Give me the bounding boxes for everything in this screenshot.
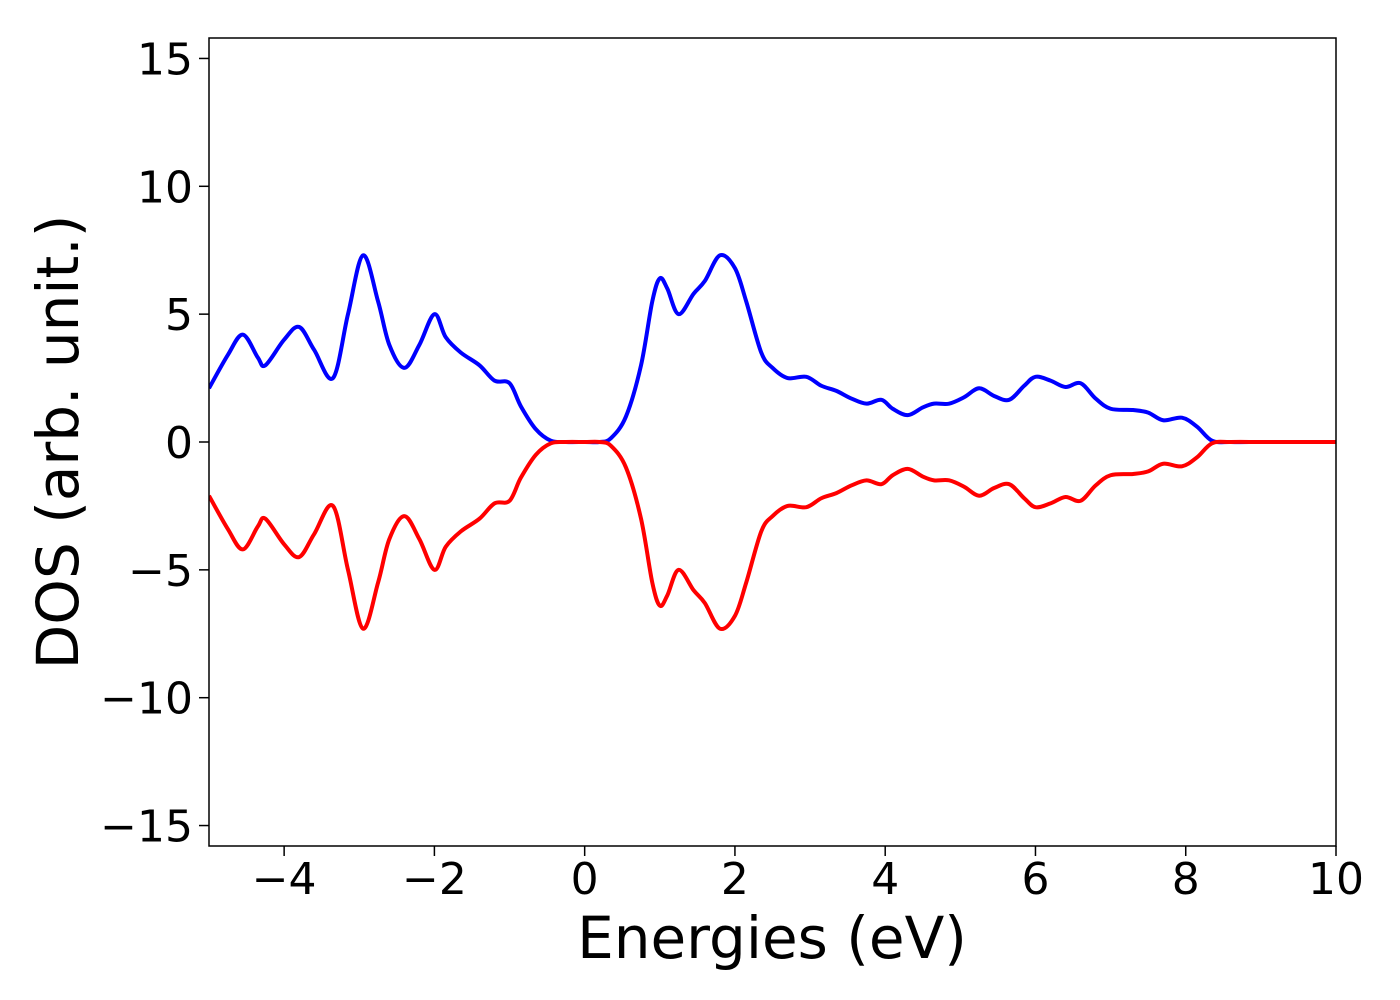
y-tick-label: −15	[100, 802, 193, 853]
y-axis-label: DOS (arb. unit.)	[24, 215, 92, 670]
x-tick-label: 6	[1021, 854, 1049, 905]
y-axis-ticks: −15 −10 −5 0 5 10 15	[100, 34, 209, 853]
x-tick-label: 4	[871, 854, 899, 905]
y-tick-label: −5	[128, 546, 193, 597]
plot-frame	[208, 37, 1337, 847]
x-tick-label: −4	[252, 854, 317, 905]
x-tick-label: 0	[571, 854, 599, 905]
y-tick-label: −10	[100, 674, 193, 725]
series-line-down	[209, 439, 1336, 631]
y-tick-label: 10	[137, 162, 193, 213]
x-axis-ticks: −4 −2 0 2 4 6 8 10	[252, 846, 1364, 905]
x-tick-label: 10	[1308, 854, 1364, 905]
series-layer	[209, 253, 1336, 631]
y-tick-label: 15	[137, 34, 193, 85]
x-tick-label: −2	[402, 854, 467, 905]
y-tick-label: 0	[165, 418, 193, 469]
x-tick-label: 8	[1172, 854, 1200, 905]
x-axis-label: Energies (eV)	[577, 904, 967, 972]
x-tick-label: 2	[721, 854, 749, 905]
y-tick-label: 5	[165, 290, 193, 341]
series-line-up	[209, 253, 1336, 445]
